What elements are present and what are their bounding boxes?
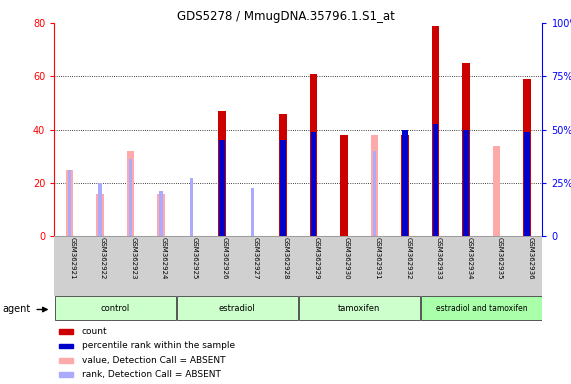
Bar [403, 129, 408, 236]
Text: estradiol and tamoxifen: estradiol and tamoxifen [436, 304, 527, 313]
Bar [85, 236, 115, 296]
Text: GSM362929: GSM362929 [313, 237, 320, 280]
Bar [219, 140, 225, 236]
Bar [433, 124, 439, 236]
Bar [159, 191, 163, 236]
Bar [59, 358, 73, 362]
Bar [524, 79, 531, 236]
Text: percentile rank within the sample: percentile rank within the sample [82, 341, 235, 351]
Bar [218, 194, 226, 236]
Text: count: count [82, 327, 107, 336]
Bar [59, 329, 73, 334]
Bar [55, 296, 176, 320]
Bar [59, 372, 73, 377]
Bar [298, 236, 329, 296]
Text: GSM362926: GSM362926 [222, 237, 228, 280]
Text: estradiol: estradiol [219, 304, 256, 313]
Text: GSM362931: GSM362931 [375, 237, 381, 280]
Text: control: control [100, 304, 130, 313]
Bar [157, 194, 165, 236]
Bar [177, 296, 297, 320]
Bar [218, 111, 226, 236]
Bar [127, 151, 134, 236]
Bar [359, 236, 390, 296]
Bar [421, 296, 542, 320]
Text: GSM362927: GSM362927 [252, 237, 259, 280]
Bar [54, 236, 85, 296]
Text: GDS5278 / MmugDNA.35796.1.S1_at: GDS5278 / MmugDNA.35796.1.S1_at [176, 10, 395, 23]
Text: GSM362921: GSM362921 [70, 237, 75, 280]
Text: GSM362922: GSM362922 [100, 237, 106, 280]
Bar [176, 236, 207, 296]
Text: rank, Detection Call = ABSENT: rank, Detection Call = ABSENT [82, 370, 221, 379]
Bar [238, 236, 268, 296]
Text: GSM362933: GSM362933 [436, 237, 441, 280]
Text: GSM362935: GSM362935 [497, 237, 502, 280]
Bar [146, 236, 176, 296]
Text: GSM362934: GSM362934 [466, 237, 472, 280]
Bar [279, 114, 287, 236]
Bar [310, 74, 317, 236]
Bar [420, 236, 451, 296]
Bar [68, 170, 71, 236]
Bar [481, 236, 512, 296]
Bar [340, 159, 348, 236]
Bar [512, 236, 542, 296]
Text: agent: agent [3, 304, 31, 314]
Text: GSM362925: GSM362925 [191, 237, 198, 280]
Text: value, Detection Call = ABSENT: value, Detection Call = ABSENT [82, 356, 226, 365]
Text: tamoxifen: tamoxifen [338, 304, 380, 313]
Bar [280, 140, 286, 236]
Bar [128, 159, 132, 236]
Bar [432, 26, 440, 236]
Text: GSM362936: GSM362936 [527, 237, 533, 280]
Bar [371, 135, 379, 236]
Text: GSM362932: GSM362932 [405, 237, 411, 280]
Bar [464, 129, 469, 236]
Bar [299, 296, 420, 320]
Bar [98, 183, 102, 236]
Bar [190, 177, 194, 236]
Bar [401, 135, 409, 236]
Bar [66, 170, 73, 236]
Bar [115, 236, 146, 296]
Bar [329, 236, 359, 296]
Bar [251, 188, 255, 236]
Bar [390, 236, 420, 296]
Bar [59, 344, 73, 348]
Bar [340, 135, 348, 236]
Bar [451, 236, 481, 296]
Bar [96, 194, 104, 236]
Bar [373, 151, 376, 236]
Bar [207, 236, 238, 296]
Bar [311, 132, 316, 236]
Bar [463, 63, 470, 236]
Text: GSM362923: GSM362923 [131, 237, 136, 280]
Text: GSM362924: GSM362924 [161, 237, 167, 280]
Text: GSM362930: GSM362930 [344, 237, 350, 280]
Bar [268, 236, 298, 296]
Text: GSM362928: GSM362928 [283, 237, 289, 280]
Bar [493, 146, 501, 236]
Bar [524, 132, 530, 236]
